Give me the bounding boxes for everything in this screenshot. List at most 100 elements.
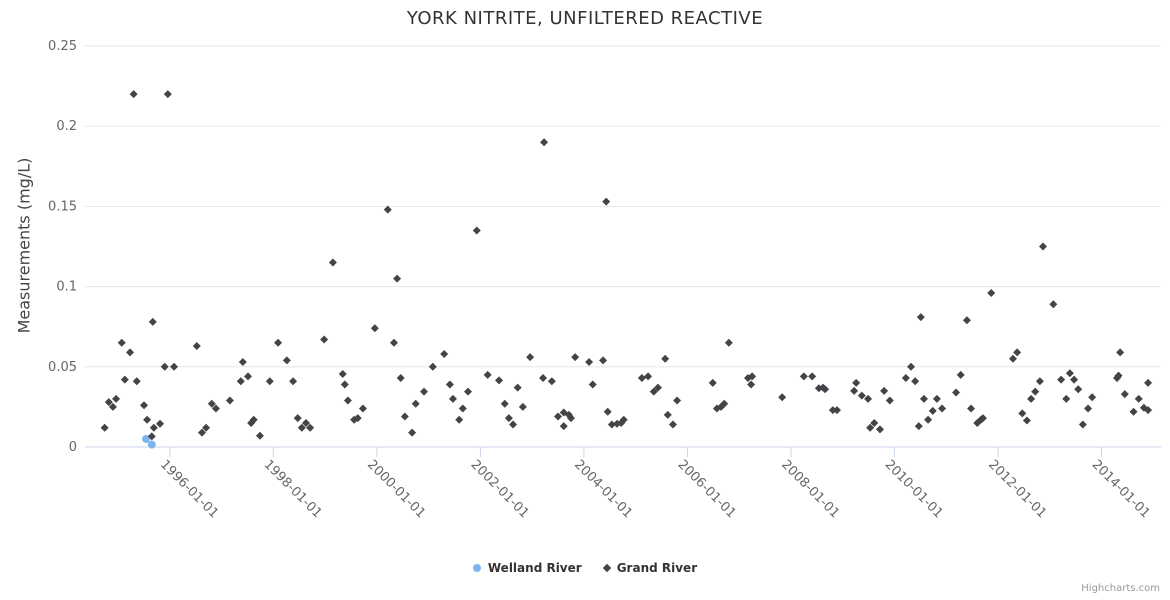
data-point-grand-river[interactable]	[547, 377, 556, 386]
data-point-grand-river[interactable]	[306, 423, 315, 432]
data-point-grand-river[interactable]	[1008, 354, 1017, 363]
data-point-grand-river[interactable]	[1074, 385, 1083, 394]
data-point-grand-river[interactable]	[411, 399, 420, 408]
data-point-grand-river[interactable]	[170, 362, 179, 371]
data-point-grand-river[interactable]	[370, 324, 379, 333]
data-point-grand-river[interactable]	[504, 414, 513, 423]
data-point-grand-river[interactable]	[1084, 404, 1093, 413]
data-point-welland-river[interactable]	[142, 434, 151, 443]
data-point-grand-river[interactable]	[297, 423, 306, 432]
data-point-grand-river[interactable]	[100, 423, 109, 432]
data-point-grand-river[interactable]	[509, 420, 518, 429]
data-point-grand-river[interactable]	[282, 356, 291, 365]
data-point-grand-river[interactable]	[225, 396, 234, 405]
data-point-grand-river[interactable]	[956, 370, 965, 379]
data-point-grand-river[interactable]	[293, 414, 302, 423]
data-point-grand-river[interactable]	[265, 377, 274, 386]
data-point-grand-river[interactable]	[1027, 394, 1036, 403]
data-point-grand-river[interactable]	[120, 375, 129, 384]
data-point-grand-river[interactable]	[202, 423, 211, 432]
data-point-grand-river[interactable]	[588, 380, 597, 389]
data-point-grand-river[interactable]	[916, 313, 925, 322]
data-point-grand-river[interactable]	[901, 374, 910, 383]
data-point-grand-river[interactable]	[238, 357, 247, 366]
data-point-grand-river[interactable]	[340, 380, 349, 389]
data-point-grand-river[interactable]	[353, 414, 362, 423]
data-point-grand-river[interactable]	[255, 431, 264, 440]
data-point-grand-river[interactable]	[649, 387, 658, 396]
data-point-grand-river[interactable]	[928, 406, 937, 415]
data-point-grand-river[interactable]	[1144, 378, 1153, 387]
data-point-grand-river[interactable]	[880, 386, 889, 395]
data-point-grand-river[interactable]	[720, 399, 729, 408]
data-point-grand-river[interactable]	[857, 391, 866, 400]
data-point-grand-river[interactable]	[924, 415, 933, 424]
data-point-grand-river[interactable]	[513, 383, 522, 392]
data-point-grand-river[interactable]	[197, 428, 206, 437]
data-point-grand-river[interactable]	[875, 425, 884, 434]
data-point-grand-river[interactable]	[389, 338, 398, 347]
data-point-grand-river[interactable]	[668, 420, 677, 429]
data-point-grand-river[interactable]	[448, 394, 457, 403]
data-point-grand-river[interactable]	[821, 385, 830, 394]
data-point-grand-river[interactable]	[1062, 394, 1071, 403]
data-point-grand-river[interactable]	[778, 393, 787, 402]
data-point-grand-river[interactable]	[1088, 393, 1097, 402]
data-point-grand-river[interactable]	[108, 402, 117, 411]
data-point-grand-river[interactable]	[864, 394, 873, 403]
data-point-grand-river[interactable]	[540, 138, 549, 147]
data-point-grand-river[interactable]	[1031, 387, 1040, 396]
data-point-grand-river[interactable]	[104, 398, 113, 407]
data-point-grand-river[interactable]	[987, 289, 996, 298]
data-point-grand-river[interactable]	[338, 370, 347, 379]
data-point-grand-river[interactable]	[978, 414, 987, 423]
data-point-grand-river[interactable]	[644, 372, 653, 381]
data-point-grand-river[interactable]	[247, 418, 256, 427]
data-point-grand-river[interactable]	[320, 335, 329, 344]
data-point-grand-river[interactable]	[148, 317, 157, 326]
data-point-grand-river[interactable]	[554, 412, 563, 421]
data-point-grand-river[interactable]	[1022, 416, 1031, 425]
data-point-grand-river[interactable]	[1065, 369, 1074, 378]
data-point-grand-river[interactable]	[808, 372, 817, 381]
legend-item-welland-river[interactable]: Welland River	[472, 561, 582, 575]
data-point-grand-river[interactable]	[472, 226, 481, 235]
data-point-grand-river[interactable]	[129, 90, 138, 99]
data-point-grand-river[interactable]	[914, 422, 923, 431]
data-point-grand-river[interactable]	[483, 370, 492, 379]
data-point-grand-river[interactable]	[396, 374, 405, 383]
data-point-grand-river[interactable]	[748, 372, 757, 381]
data-point-grand-river[interactable]	[919, 394, 928, 403]
data-point-grand-river[interactable]	[599, 356, 608, 365]
data-point-grand-river[interactable]	[393, 274, 402, 283]
data-point-grand-river[interactable]	[463, 387, 472, 396]
data-point-grand-river[interactable]	[799, 372, 808, 381]
data-point-grand-river[interactable]	[140, 401, 149, 410]
data-point-grand-river[interactable]	[149, 423, 158, 432]
data-point-grand-river[interactable]	[1134, 394, 1143, 403]
data-point-grand-river[interactable]	[673, 396, 682, 405]
data-point-grand-river[interactable]	[132, 377, 141, 386]
data-point-grand-river[interactable]	[274, 338, 283, 347]
data-point-grand-river[interactable]	[1116, 348, 1125, 357]
data-point-grand-river[interactable]	[236, 377, 245, 386]
data-point-grand-river[interactable]	[1035, 377, 1044, 386]
data-point-grand-river[interactable]	[1070, 375, 1079, 384]
data-point-grand-river[interactable]	[328, 258, 337, 267]
data-point-grand-river[interactable]	[518, 402, 527, 411]
data-point-grand-river[interactable]	[495, 376, 504, 385]
data-point-grand-river[interactable]	[1144, 406, 1153, 415]
data-point-grand-river[interactable]	[602, 197, 611, 206]
data-point-grand-river[interactable]	[358, 404, 367, 413]
highcharts-credit[interactable]: Highcharts.com	[1081, 583, 1160, 594]
data-point-grand-river[interactable]	[112, 394, 121, 403]
data-point-grand-river[interactable]	[244, 372, 253, 381]
data-point-grand-river[interactable]	[661, 354, 670, 363]
data-point-grand-river[interactable]	[117, 338, 126, 347]
data-point-grand-river[interactable]	[440, 349, 449, 358]
data-point-grand-river[interactable]	[126, 348, 135, 357]
data-point-grand-river[interactable]	[952, 388, 961, 397]
data-point-grand-river[interactable]	[343, 396, 352, 405]
data-point-grand-river[interactable]	[619, 415, 628, 424]
data-point-grand-river[interactable]	[907, 362, 916, 371]
